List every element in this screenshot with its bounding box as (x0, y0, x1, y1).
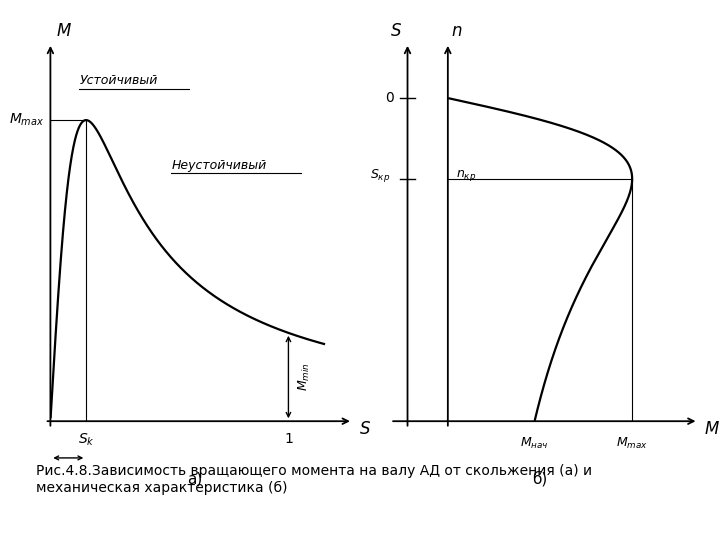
Text: $S$: $S$ (390, 22, 402, 39)
Text: $M_{max}$: $M_{max}$ (9, 112, 45, 129)
Text: $S$: $S$ (359, 420, 371, 437)
Text: б): б) (532, 471, 548, 487)
Text: $M_{max}$: $M_{max}$ (616, 436, 648, 451)
Text: Устойчивый: Устойчивый (79, 74, 158, 87)
Text: $M_{нач}$: $M_{нач}$ (521, 436, 549, 451)
Text: $M_{min}$: $M_{min}$ (297, 363, 312, 391)
Text: $n_{кр}$: $n_{кр}$ (456, 167, 477, 183)
Text: Рис.4.8.Зависимость вращающего момента на валу АД от скольжения (а) и
механическ: Рис.4.8.Зависимость вращающего момента н… (36, 464, 592, 495)
Text: Неустойчивый: Неустойчивый (171, 159, 266, 172)
Text: $M$: $M$ (56, 22, 72, 39)
Text: $S_k$: $S_k$ (78, 431, 94, 448)
Text: а): а) (186, 471, 202, 487)
Text: $1$: $1$ (284, 432, 293, 446)
Text: $S_{кр}$: $S_{кр}$ (370, 167, 390, 184)
Text: $n$: $n$ (451, 22, 462, 39)
Text: $M$: $M$ (704, 420, 720, 437)
Text: $0$: $0$ (385, 91, 395, 105)
